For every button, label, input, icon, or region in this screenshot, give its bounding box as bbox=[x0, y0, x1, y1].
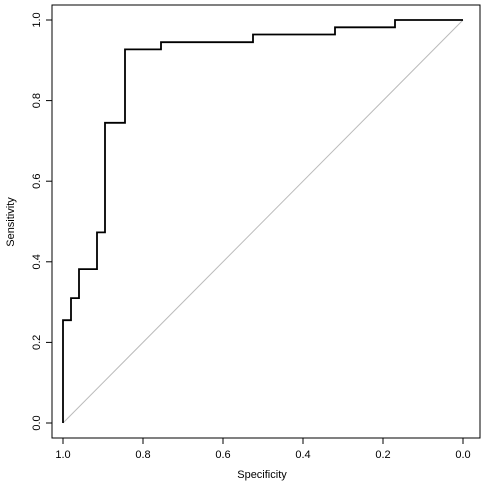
y-tick-label: 0.0 bbox=[31, 415, 43, 430]
y-tick-label: 0.4 bbox=[31, 254, 43, 269]
y-tick-label: 0.8 bbox=[31, 93, 43, 108]
x-tick-label: 0.2 bbox=[375, 449, 390, 461]
x-tick-label: 0.4 bbox=[295, 449, 310, 461]
x-axis-label: Specificity bbox=[237, 469, 287, 481]
y-tick-label: 0.6 bbox=[31, 174, 43, 189]
y-axis: 0.0 0.2 0.4 0.6 0.8 1.0 bbox=[31, 12, 53, 431]
x-tick-label: 1.0 bbox=[55, 449, 70, 461]
y-axis-label: Sensitivity bbox=[5, 197, 17, 247]
x-tick-label: 0.0 bbox=[455, 449, 470, 461]
plot-frame bbox=[51, 4, 481, 439]
y-tick-label: 0.2 bbox=[31, 335, 43, 350]
x-axis: 1.0 0.8 0.6 0.4 0.2 0.0 bbox=[55, 437, 471, 461]
y-tick-label: 1.0 bbox=[31, 12, 43, 27]
x-tick-label: 0.6 bbox=[215, 449, 230, 461]
roc-curve bbox=[62, 19, 463, 423]
x-tick-label: 0.8 bbox=[135, 449, 150, 461]
reference-diagonal bbox=[62, 19, 464, 424]
